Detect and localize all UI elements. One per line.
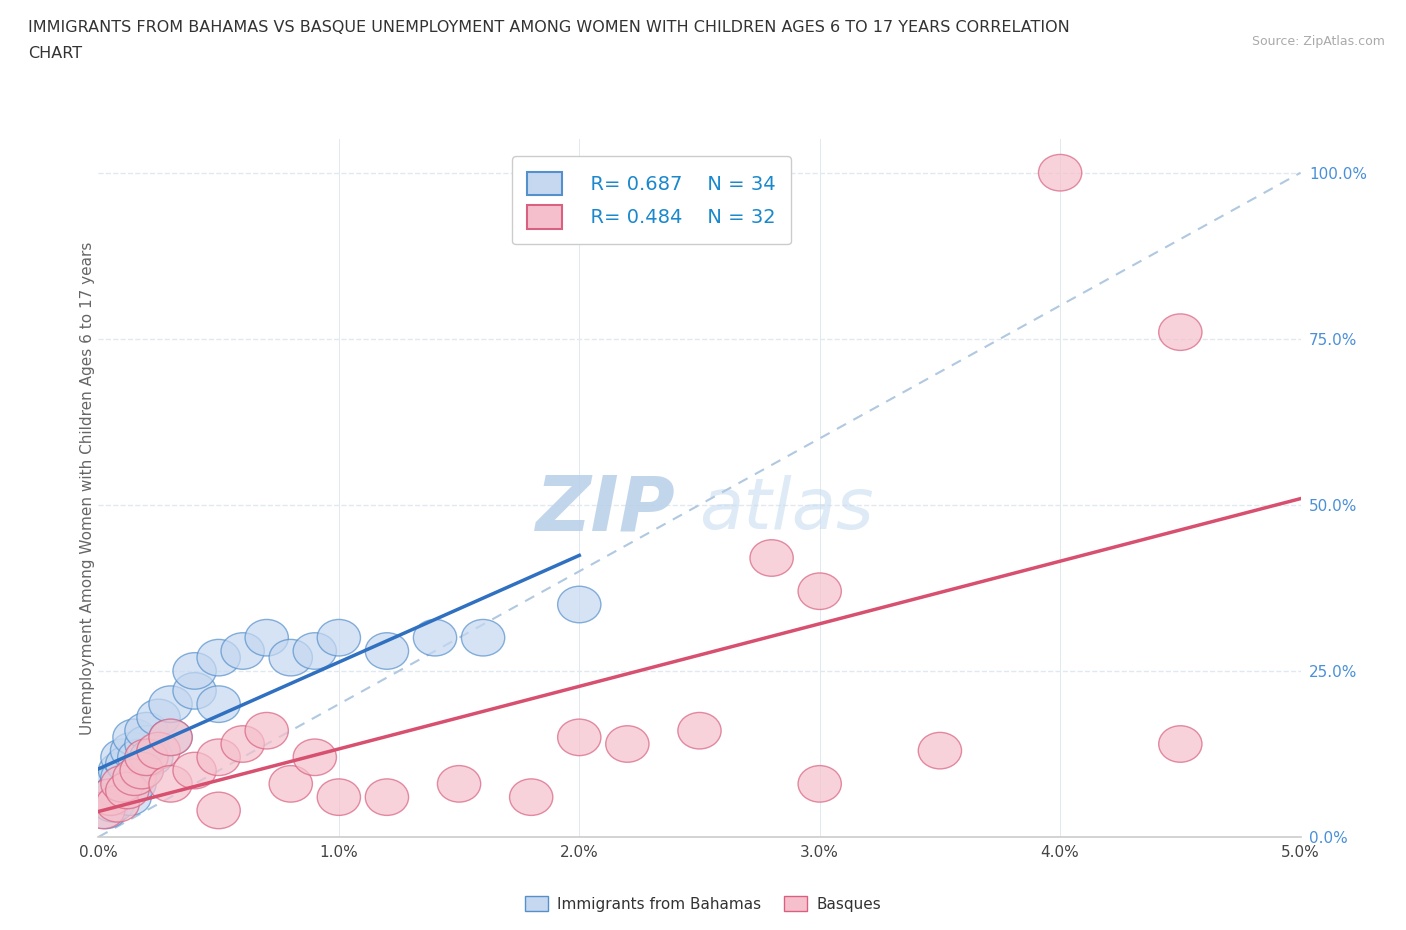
Ellipse shape <box>413 619 457 656</box>
Ellipse shape <box>120 752 163 789</box>
Ellipse shape <box>197 640 240 676</box>
Ellipse shape <box>118 739 160 776</box>
Ellipse shape <box>101 765 143 802</box>
Ellipse shape <box>366 632 409 670</box>
Text: atlas: atlas <box>699 474 875 544</box>
Ellipse shape <box>111 733 153 769</box>
Ellipse shape <box>112 719 156 755</box>
Ellipse shape <box>1039 154 1081 191</box>
Ellipse shape <box>197 792 240 829</box>
Ellipse shape <box>269 640 312 676</box>
Ellipse shape <box>89 779 132 816</box>
Ellipse shape <box>461 619 505 656</box>
Ellipse shape <box>82 792 125 829</box>
Ellipse shape <box>606 725 650 763</box>
Ellipse shape <box>197 739 240 776</box>
Ellipse shape <box>136 733 180 769</box>
Ellipse shape <box>318 619 360 656</box>
Ellipse shape <box>318 779 360 816</box>
Ellipse shape <box>173 752 217 789</box>
Ellipse shape <box>112 759 156 795</box>
Ellipse shape <box>91 786 135 822</box>
Ellipse shape <box>799 765 841 802</box>
Ellipse shape <box>84 792 128 829</box>
Ellipse shape <box>120 752 163 789</box>
Ellipse shape <box>149 719 193 755</box>
Ellipse shape <box>136 699 180 736</box>
Text: ZIP: ZIP <box>536 472 675 546</box>
Ellipse shape <box>94 765 136 802</box>
Ellipse shape <box>197 686 240 723</box>
Ellipse shape <box>558 586 600 623</box>
Ellipse shape <box>678 712 721 749</box>
Ellipse shape <box>125 725 169 763</box>
Legend:   R= 0.687    N = 34,   R= 0.484    N = 32: R= 0.687 N = 34, R= 0.484 N = 32 <box>512 156 792 245</box>
Ellipse shape <box>105 772 149 809</box>
Ellipse shape <box>269 765 312 802</box>
Ellipse shape <box>366 779 409 816</box>
Ellipse shape <box>245 712 288 749</box>
Ellipse shape <box>149 719 193 755</box>
Ellipse shape <box>105 746 149 782</box>
Text: Source: ZipAtlas.com: Source: ZipAtlas.com <box>1251 35 1385 48</box>
Ellipse shape <box>125 739 169 776</box>
Ellipse shape <box>96 786 139 822</box>
Ellipse shape <box>173 672 217 709</box>
Y-axis label: Unemployment Among Women with Children Ages 6 to 17 years: Unemployment Among Women with Children A… <box>80 242 94 735</box>
Ellipse shape <box>1159 725 1202 763</box>
Ellipse shape <box>749 539 793 577</box>
Ellipse shape <box>173 653 217 689</box>
Ellipse shape <box>101 759 143 795</box>
Ellipse shape <box>96 772 139 809</box>
Ellipse shape <box>245 619 288 656</box>
Text: CHART: CHART <box>28 46 82 61</box>
Ellipse shape <box>149 765 193 802</box>
Ellipse shape <box>1159 314 1202 351</box>
Ellipse shape <box>108 779 152 816</box>
Ellipse shape <box>509 779 553 816</box>
Ellipse shape <box>221 725 264 763</box>
Ellipse shape <box>101 739 143 776</box>
Ellipse shape <box>112 765 156 802</box>
Ellipse shape <box>437 765 481 802</box>
Ellipse shape <box>89 779 132 816</box>
Ellipse shape <box>98 752 142 789</box>
Ellipse shape <box>221 632 264 670</box>
Legend: Immigrants from Bahamas, Basques: Immigrants from Bahamas, Basques <box>519 889 887 918</box>
Ellipse shape <box>125 712 169 749</box>
Ellipse shape <box>294 632 336 670</box>
Ellipse shape <box>129 739 173 776</box>
Text: IMMIGRANTS FROM BAHAMAS VS BASQUE UNEMPLOYMENT AMONG WOMEN WITH CHILDREN AGES 6 : IMMIGRANTS FROM BAHAMAS VS BASQUE UNEMPL… <box>28 20 1070 35</box>
Ellipse shape <box>149 686 193 723</box>
Ellipse shape <box>918 733 962 769</box>
Ellipse shape <box>799 573 841 609</box>
Ellipse shape <box>294 739 336 776</box>
Ellipse shape <box>558 719 600 755</box>
